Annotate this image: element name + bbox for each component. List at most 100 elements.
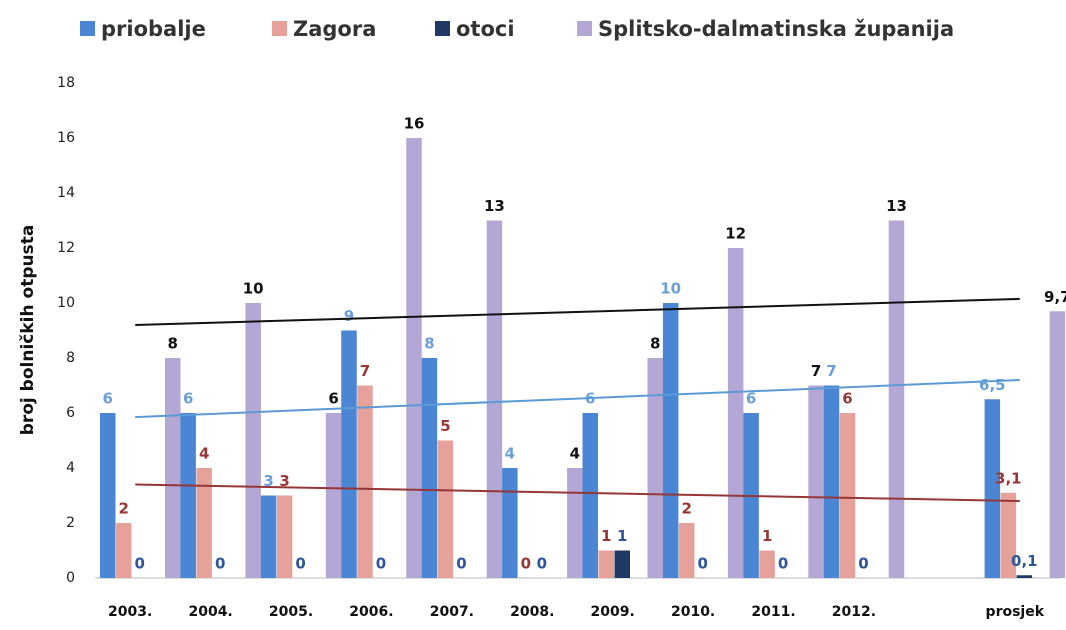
y-tick-label: 8 — [66, 350, 75, 366]
data-label: 8 — [650, 335, 660, 353]
data-label: 0 — [215, 555, 225, 573]
data-label: 2 — [681, 500, 691, 518]
y-tick-label: 10 — [57, 295, 75, 311]
bar — [808, 385, 824, 578]
x-tick-label: 2008. — [510, 604, 554, 620]
bar — [260, 495, 277, 578]
data-label: 10 — [243, 280, 264, 298]
bar — [502, 468, 518, 578]
x-tick-label: prosjek — [986, 604, 1045, 620]
data-label: 6 — [746, 390, 756, 408]
bar — [1016, 575, 1033, 578]
legend-label: Splitsko-dalmatinska županija — [598, 17, 954, 41]
data-label: 0 — [295, 555, 305, 573]
data-label: 6,5 — [979, 376, 1006, 394]
data-label: 0 — [376, 555, 386, 573]
y-tick-label: 4 — [66, 460, 75, 476]
legend-label: priobalje — [101, 17, 206, 41]
bar — [341, 330, 357, 578]
x-tick-label: 2005. — [269, 604, 313, 620]
bar — [1000, 492, 1017, 578]
data-label: 0 — [697, 555, 707, 573]
bar — [888, 220, 905, 578]
data-label: 3,1 — [995, 469, 1022, 487]
x-tick-label: 2010. — [671, 604, 715, 620]
trend-line — [135, 297, 1020, 326]
bar — [647, 358, 663, 578]
data-label: 0 — [778, 555, 788, 573]
y-tick-label: 0 — [66, 570, 75, 586]
data-label: 1 — [617, 527, 627, 545]
y-tick-label: 6 — [66, 405, 75, 421]
bar — [614, 550, 630, 578]
bar — [567, 468, 583, 578]
y-tick-label: 18 — [57, 75, 75, 91]
legend-swatch — [577, 21, 592, 36]
data-label: 7 — [811, 362, 821, 380]
data-label: 1 — [762, 527, 772, 545]
x-tick-label: 2003. — [108, 604, 152, 620]
bar — [984, 399, 1001, 578]
legend-label: Zagora — [293, 17, 376, 41]
x-tick-label: 2007. — [430, 604, 474, 620]
data-label: 12 — [725, 225, 746, 243]
legend-swatch — [80, 21, 95, 36]
data-label: 4 — [570, 445, 580, 463]
x-tick-label: 2006. — [349, 604, 393, 620]
bar — [245, 303, 261, 578]
bar — [727, 248, 744, 578]
x-tick-label: 2004. — [188, 604, 232, 620]
bar — [165, 358, 181, 578]
y-tick-label: 14 — [57, 185, 75, 201]
data-label: 6 — [328, 390, 338, 408]
data-label: 9 — [344, 307, 354, 325]
data-label: 0 — [456, 555, 466, 573]
bar — [662, 303, 679, 578]
data-label: 6 — [103, 390, 113, 408]
data-label: 3 — [263, 472, 273, 490]
data-label: 4 — [505, 445, 515, 463]
legend-label: otoci — [456, 17, 515, 41]
data-label: 0 — [521, 555, 531, 573]
bar — [100, 413, 116, 578]
y-tick-label: 2 — [66, 515, 75, 531]
bar — [486, 220, 503, 578]
data-label: 0 — [135, 555, 145, 573]
y-axis-label: broj bolničkih otpusta — [18, 225, 38, 436]
data-label: 6 — [842, 390, 852, 408]
data-label: 8 — [424, 335, 434, 353]
y-tick-label: 12 — [57, 240, 75, 256]
bar — [759, 550, 775, 578]
data-label: 5 — [440, 417, 450, 435]
data-label: 7 — [826, 362, 836, 380]
data-label: 0 — [537, 555, 547, 573]
data-label: 1 — [601, 527, 611, 545]
trend-line — [135, 483, 1020, 502]
bar — [325, 413, 342, 578]
legend-swatch — [435, 21, 450, 36]
bar — [180, 413, 196, 578]
trend-line — [135, 379, 1020, 419]
y-tick-label: 16 — [57, 130, 75, 146]
bar — [678, 523, 695, 578]
bar — [437, 440, 454, 578]
data-label: 9,7 — [1044, 288, 1066, 306]
bar — [1049, 311, 1066, 578]
data-label: 2 — [119, 500, 129, 518]
x-tick-label: 2012. — [832, 604, 876, 620]
legend-swatch — [272, 21, 287, 36]
bar — [196, 468, 212, 578]
data-label: 0,1 — [1011, 552, 1038, 570]
data-label: 13 — [484, 197, 505, 215]
bar — [582, 413, 598, 578]
data-label: 0 — [858, 555, 868, 573]
data-label: 4 — [199, 445, 209, 463]
data-label: 13 — [886, 197, 907, 215]
bar — [357, 385, 373, 578]
data-label: 6 — [183, 390, 193, 408]
bar — [276, 495, 293, 578]
bar — [116, 523, 132, 578]
data-label: 16 — [404, 115, 425, 133]
bar — [421, 358, 438, 578]
